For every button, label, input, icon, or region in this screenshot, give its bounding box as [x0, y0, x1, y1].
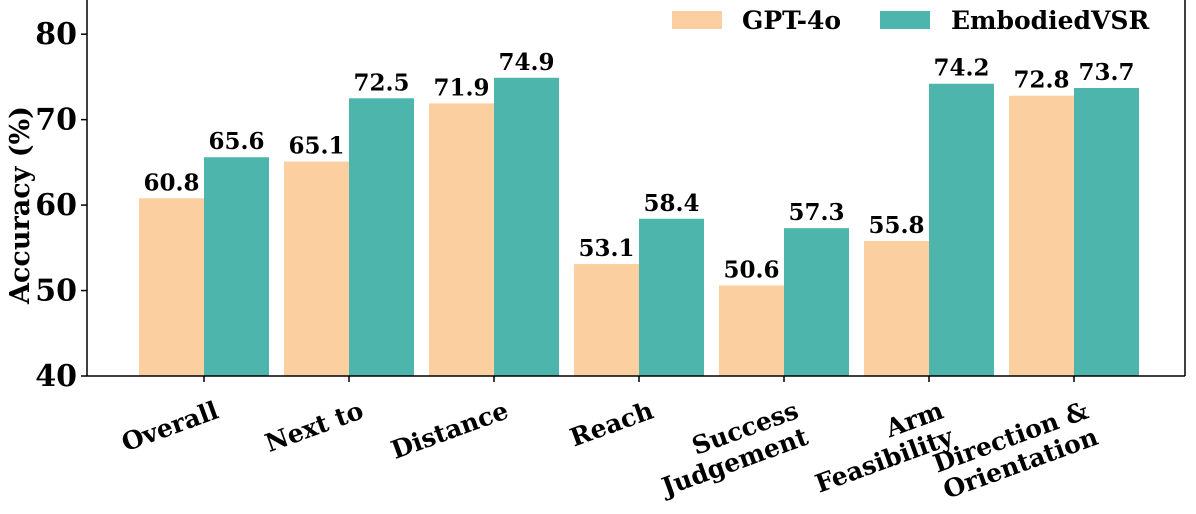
y-tick-label: 60	[35, 188, 77, 223]
value-label: 50.6	[723, 256, 779, 283]
value-label: 57.3	[788, 199, 844, 226]
bar-embodiedvsr-4	[784, 228, 849, 376]
x-tick-label-line: Distance	[387, 396, 512, 465]
value-label: 53.1	[578, 235, 634, 262]
value-labels: 60.8 65.1 71.9 53.1 50.6 55.8 72.8 65.6 72.5 74.9…	[143, 49, 1134, 284]
bar-embodiedvsr-2	[494, 77, 559, 376]
y-tick-label: 80	[35, 17, 77, 52]
value-label: 65.6	[208, 128, 264, 155]
x-tick-label-line: Reach	[566, 396, 657, 453]
bars	[139, 77, 1139, 377]
y-axis: 40 50 60 70 80	[35, 0, 88, 394]
x-tick-label: Reach	[566, 396, 657, 453]
y-tick-label: 40	[35, 359, 77, 394]
bar-embodiedvsr-1	[349, 98, 414, 376]
bar-gpt-4o-3	[574, 264, 639, 376]
value-label: 72.8	[1013, 67, 1069, 94]
bar-gpt-4o-0	[139, 198, 204, 376]
legend-swatch-embodiedvsr	[880, 11, 930, 29]
x-tick-label-line: Next to	[261, 396, 367, 458]
bar-gpt-4o-6	[1009, 95, 1074, 376]
legend-label-gpt-4o: GPT-4o	[742, 6, 841, 35]
legend: GPT-4o EmbodiedVSR	[672, 6, 1149, 35]
y-axis-label: Accuracy (%)	[5, 106, 36, 305]
value-label: 74.9	[498, 49, 554, 76]
bar-gpt-4o-4	[719, 285, 784, 376]
y-tick-label: 50	[35, 274, 77, 309]
x-tick-label: Next to	[261, 396, 367, 458]
bar-gpt-4o-1	[284, 161, 349, 376]
value-label: 55.8	[868, 212, 924, 239]
legend-label-embodiedvsr: EmbodiedVSR	[951, 6, 1149, 35]
bar-embodiedvsr-0	[204, 157, 269, 376]
value-label: 65.1	[288, 133, 344, 160]
x-tick-label-line: Overall	[118, 396, 222, 458]
x-tick-label: Distance	[387, 396, 512, 465]
bar-gpt-4o-5	[864, 240, 929, 376]
bar-embodiedvsr-3	[639, 218, 704, 376]
bar-gpt-4o-2	[429, 103, 494, 377]
value-label: 60.8	[143, 169, 199, 196]
value-label: 58.4	[643, 190, 699, 217]
value-label: 74.2	[933, 55, 989, 82]
value-label: 71.9	[433, 74, 489, 101]
value-label: 72.5	[353, 69, 409, 96]
value-label: 73.7	[1078, 59, 1134, 86]
y-tick-label: 70	[35, 103, 77, 138]
bar-embodiedvsr-6	[1074, 88, 1139, 376]
legend-swatch-gpt-4o	[672, 11, 722, 29]
bar-embodiedvsr-5	[929, 83, 994, 376]
x-tick-label: Overall	[118, 396, 222, 458]
x-tick-label: Direction &Orientation	[929, 396, 1101, 505]
